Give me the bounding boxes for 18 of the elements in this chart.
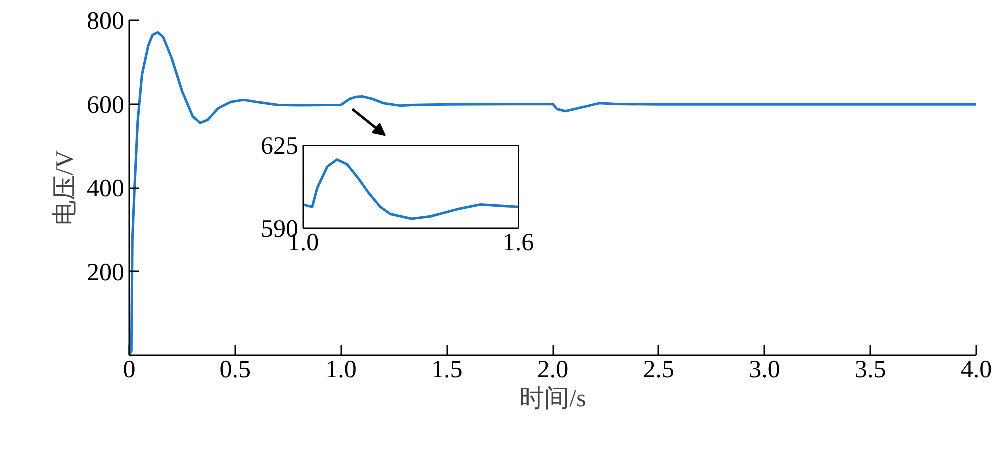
y-tick-label: 200: [87, 259, 124, 286]
y-tick-label: 625: [261, 133, 298, 160]
x-tick-label: 0: [123, 356, 136, 384]
x-tick-label: 1.0: [326, 356, 357, 384]
x-tick-label: 3.0: [749, 356, 780, 384]
x-tick-label: 3.5: [855, 356, 886, 384]
x-tick-label: 1.5: [432, 356, 463, 384]
x-axis-title: 时间/s: [520, 386, 586, 412]
x-tick-label: 0.5: [220, 356, 251, 384]
y-tick-label: 400: [87, 176, 124, 202]
y-tick-label: 600: [87, 92, 124, 119]
line-series: [304, 158, 518, 220]
x-tick-label: 2.0: [537, 356, 569, 384]
y-axis-title: 电压/V: [52, 150, 79, 226]
x-tick-label: 1.6: [502, 230, 534, 256]
x-tick-label: 2.5: [643, 356, 674, 384]
y-tick-label: 800: [87, 8, 124, 35]
x-tick-label: 4.0: [960, 356, 992, 384]
